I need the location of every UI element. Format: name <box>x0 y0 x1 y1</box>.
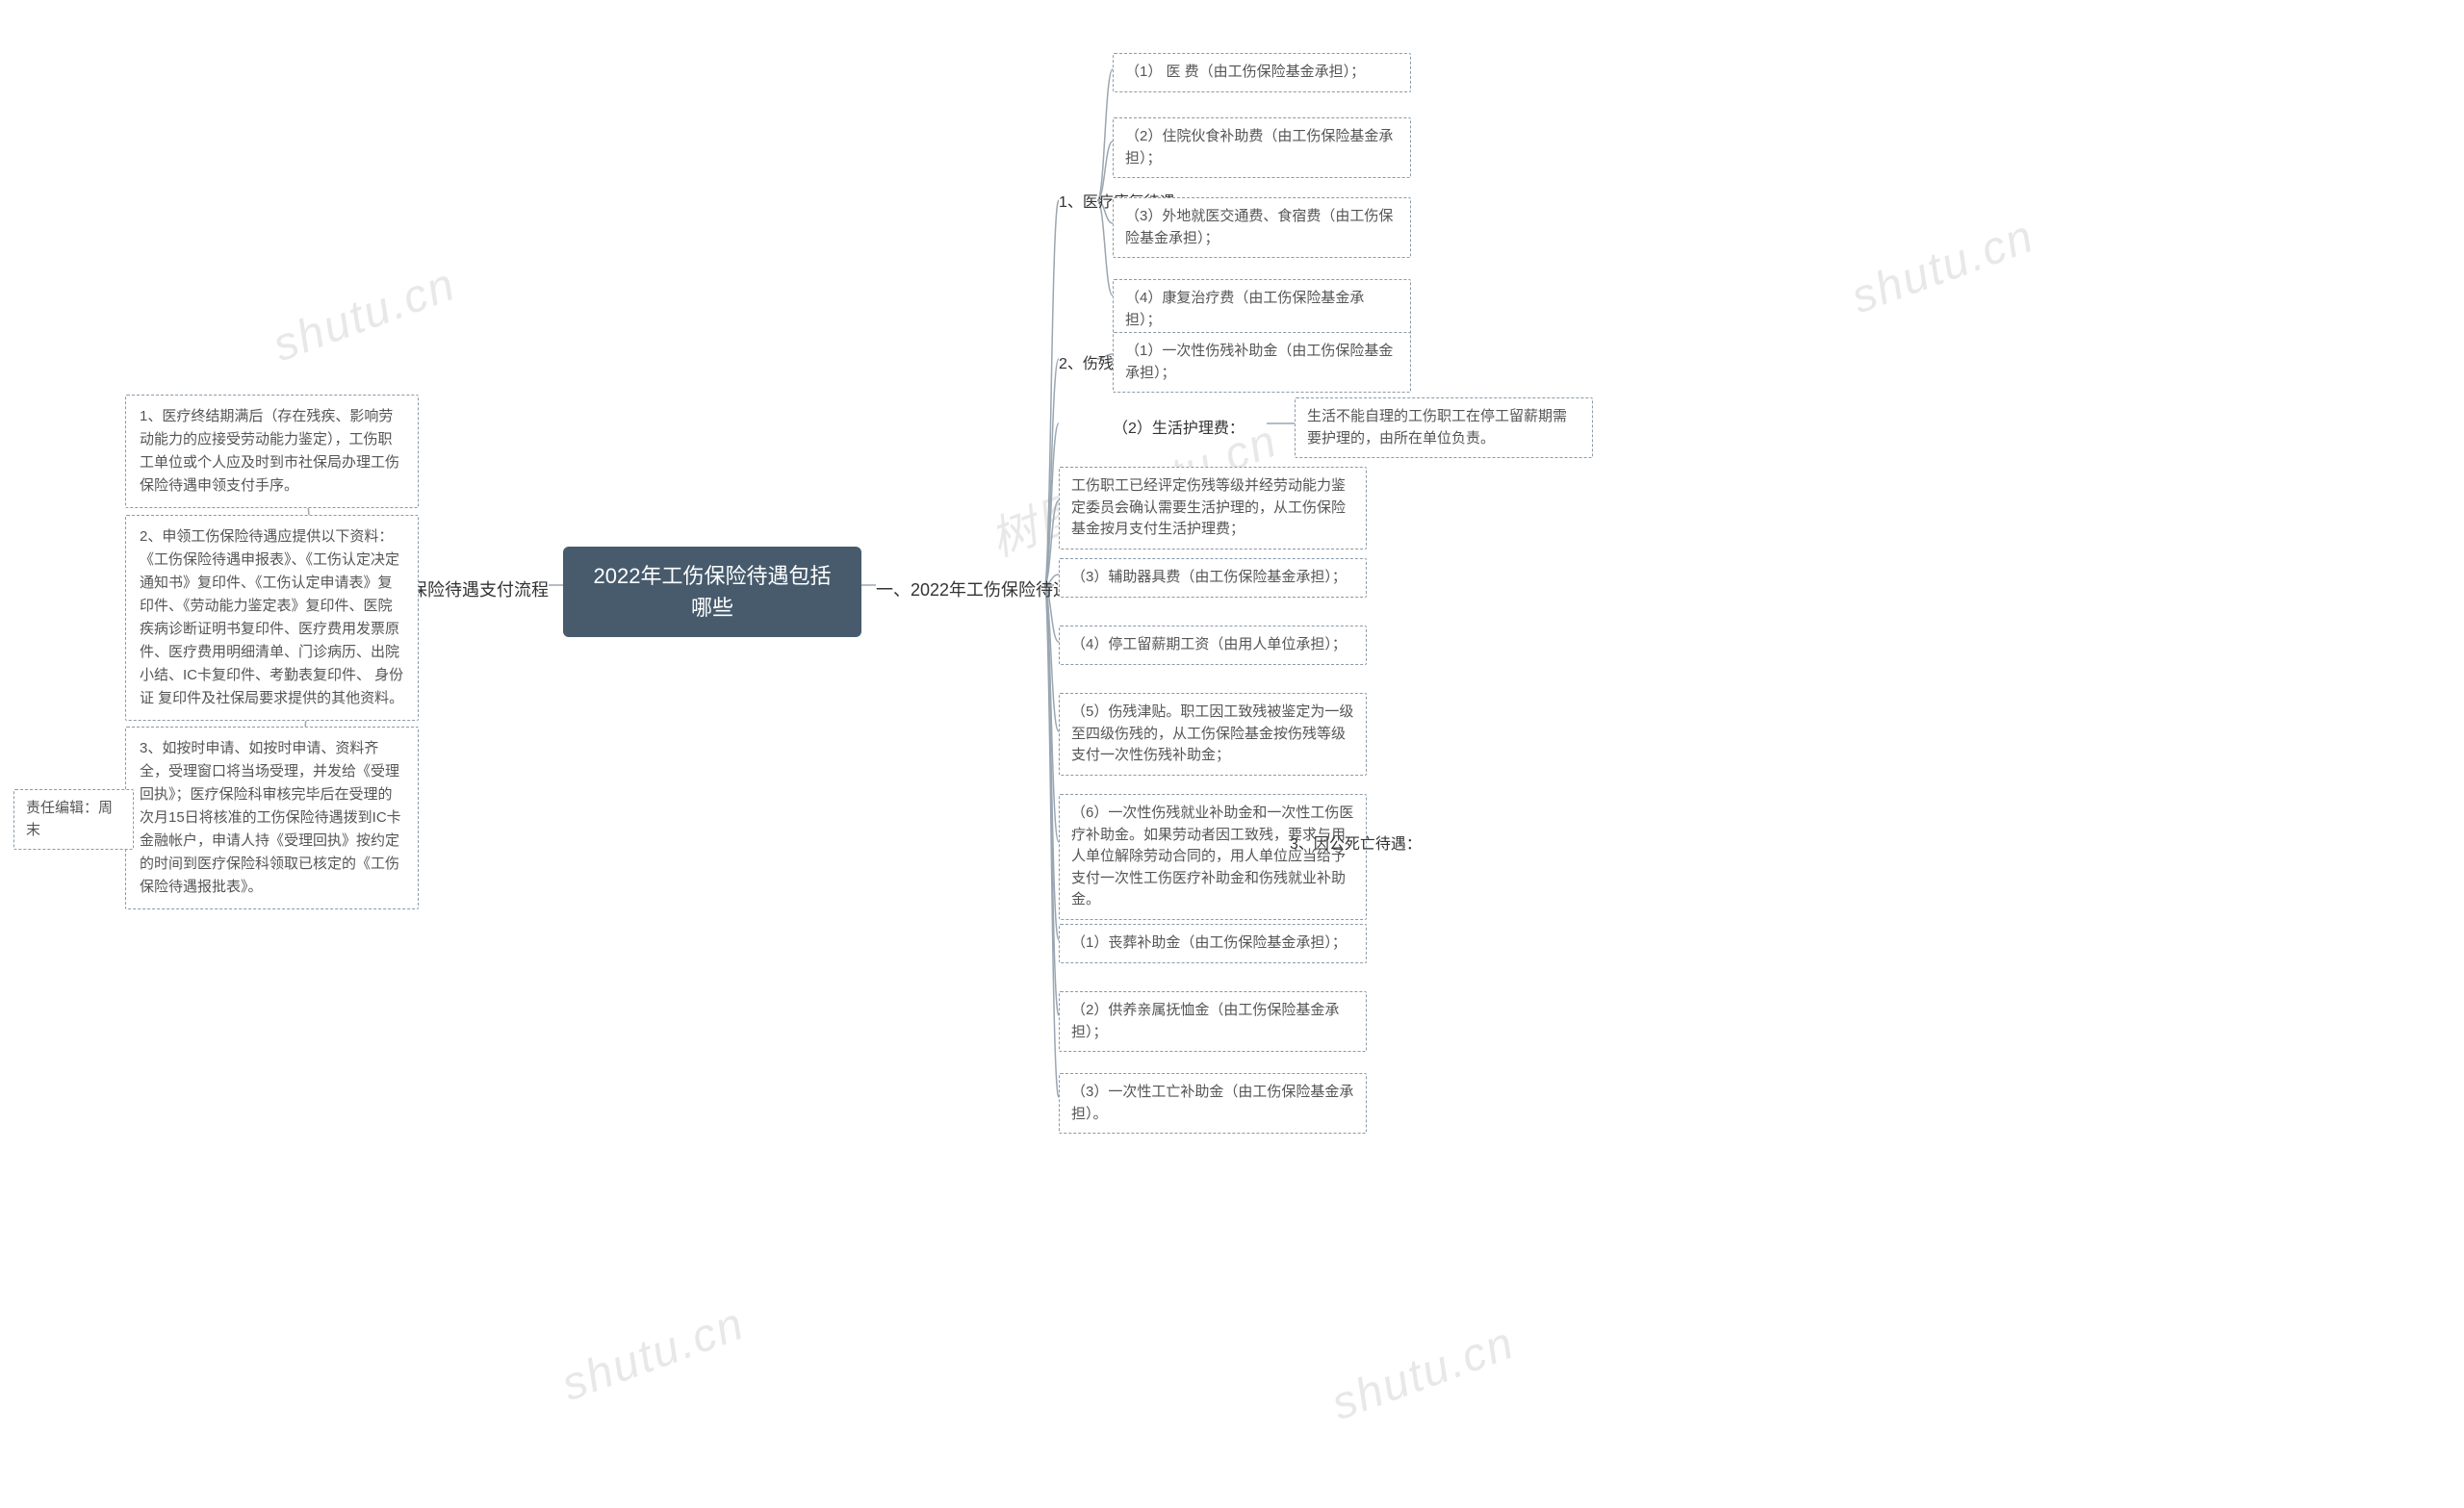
editor-node: 责任编辑：周末 <box>13 789 134 850</box>
watermark: shutu.cn <box>555 1297 752 1412</box>
aux-item: （3）辅助器具费（由工伤保险基金承担）； <box>1059 558 1367 598</box>
allowance-item: （5）伤残津贴。职工因工致残被鉴定为一级至四级伤残的，从工伤保险基金按伤残等级支… <box>1059 693 1367 776</box>
death-item: （3）一次性工亡补助金（由工伤保险基金承担）。 <box>1059 1073 1367 1134</box>
watermark: shutu.cn <box>1325 1316 1522 1431</box>
watermark: shutu.cn <box>1845 210 2041 324</box>
left-item-3: 3、如按时申请、如按时申请、资料齐全，受理窗口将当场受理，并发给《受理回执》；医… <box>125 727 419 909</box>
stop-work-item: （4）停工留薪期工资（由用人单位承担）； <box>1059 626 1367 665</box>
life-care-note: 生活不能自理的工伤职工在停工留薪期需要护理的，由所在单位负责。 <box>1295 397 1593 458</box>
medical-item-1: （1） 医 费（由工伤保险基金承担）； <box>1113 53 1411 92</box>
left-item-2: 2、申领工伤保险待遇应提供以下资料：《工伤保险待遇申报表》、《工伤认定决定通知书… <box>125 515 419 721</box>
funeral-item: （1）丧葬补助金（由工伤保险基金承担）； <box>1059 924 1367 963</box>
family-item: （2）供养亲属抚恤金（由工伤保险基金承担）； <box>1059 991 1367 1052</box>
sub-death: 3、因公死亡待遇： <box>1290 825 1434 859</box>
medical-item-4: （4）康复治疗费（由工伤保险基金承担）； <box>1113 279 1411 340</box>
center-title-line1: 2022年工伤保险待遇包括 <box>594 564 832 588</box>
life-care-detail: 工伤职工已经评定伤残等级并经劳动能力鉴定委员会确认需要生活护理的，从工伤保险基金… <box>1059 467 1367 550</box>
medical-item-2: （2）住院伙食补助费（由工伤保险基金承担）； <box>1113 117 1411 178</box>
medical-item-3: （3）外地就医交通费、食宿费（由工伤保险基金承担）； <box>1113 197 1411 258</box>
left-item-1: 1、医疗终结期满后（存在残疾、影响劳动能力的应接受劳动能力鉴定），工伤职工单位或… <box>125 395 419 508</box>
center-title-line2: 哪些 <box>691 596 733 620</box>
watermark: shutu.cn <box>267 258 463 372</box>
center-node: 2022年工伤保险待遇包括 哪些 <box>563 547 861 637</box>
sub-life-care: （2）生活护理费： <box>1113 409 1267 444</box>
disability-item-1: （1）一次性伤残补助金（由工伤保险基金承担）； <box>1113 332 1411 393</box>
